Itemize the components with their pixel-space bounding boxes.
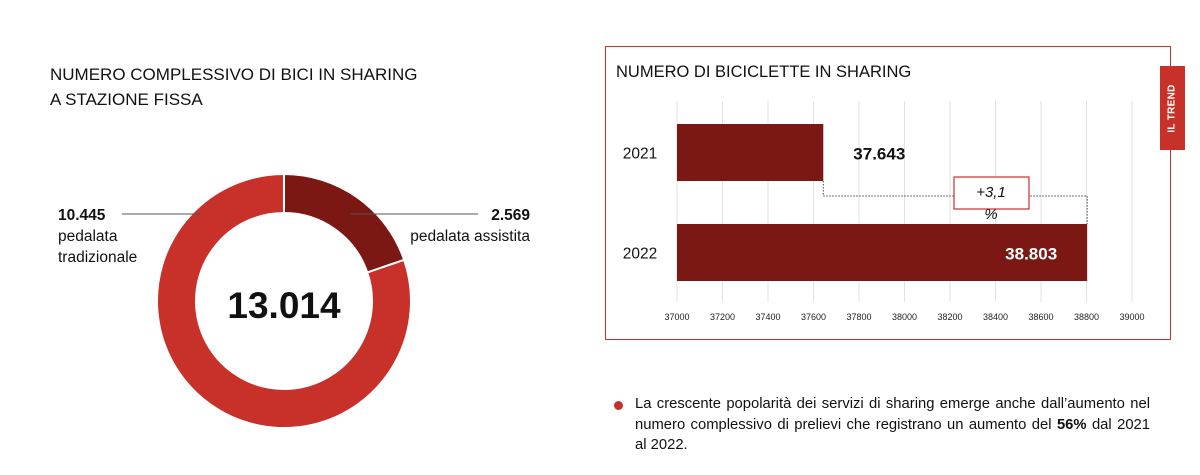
x-tick-label: 39000 (1119, 312, 1144, 322)
donut-title-line2: A STAZIONE FISSA (50, 90, 203, 109)
insight-highlight: 56% (1056, 416, 1087, 433)
x-tick-label: 37800 (846, 312, 871, 322)
donut-slice-assisted (283, 172, 406, 274)
x-tick-label: 38600 (1028, 312, 1053, 322)
x-tick-label: 38200 (937, 312, 962, 322)
trend-tab-label: IL TREND (1167, 83, 1179, 133)
y-category-label: 2021 (623, 146, 657, 163)
donut-title-line1: NUMERO COMPLESSIVO DI BICI IN SHARING (50, 65, 418, 84)
insight-text: La crescente popolarità dei servizi di s… (635, 394, 1150, 456)
bullet-dot-icon (614, 401, 623, 410)
donut-total-value: 13.014 (227, 285, 341, 326)
donut-chart (122, 172, 478, 429)
growth-annotation-value: +3,1 (976, 184, 1006, 201)
trend-tab[interactable]: IL TREND (1160, 66, 1185, 150)
growth-annotation-unit: % (984, 206, 997, 223)
x-tick-label: 38800 (1074, 312, 1099, 322)
slice-label-traditional: 10.445 pedalata tradizionale (58, 205, 137, 268)
insight-text-after: dal 2021 al 2022. (635, 416, 1151, 454)
insight-note: La crescente popolarità dei servizi di s… (614, 394, 1150, 456)
data-label-2021: 37.643 (853, 145, 905, 164)
bar-chart-title: NUMERO DI BICICLETTE IN SHARING (616, 63, 912, 81)
x-tick-label: 37600 (801, 312, 826, 322)
bar-chart-panel: NUMERO DI BICICLETTE IN SHARING (605, 46, 1171, 340)
slice-value-traditional: 10.445 (58, 207, 106, 224)
donut-slice-traditional (156, 172, 412, 429)
slice-value-assisted: 2.569 (491, 207, 530, 224)
insight-text-before: La crescente popolarità dei servizi di s… (635, 396, 1150, 433)
slice-name-assisted: pedalata assistita (410, 228, 530, 245)
growth-connector (822, 181, 1088, 224)
data-label-2022: 38.803 (1005, 245, 1057, 264)
x-tick-label: 38400 (983, 312, 1008, 322)
slice-label-assisted: 2.569 pedalata assistita (392, 205, 530, 247)
bar-2021 (677, 124, 824, 181)
x-tick-label: 37200 (710, 312, 735, 322)
x-tick-label: 38000 (892, 312, 917, 322)
bar-2022 (677, 224, 1088, 281)
donut-chart-title: NUMERO COMPLESSIVO DI BICI IN SHARING A … (50, 62, 417, 112)
slice-name-traditional-line1: pedalata (58, 228, 118, 245)
x-tick-label: 37000 (664, 312, 689, 322)
slice-name-traditional-line2: tradizionale (58, 249, 138, 266)
x-tick-label: 37400 (755, 312, 780, 322)
growth-annotation-box (953, 176, 1030, 210)
y-category-label: 2022 (623, 246, 657, 263)
